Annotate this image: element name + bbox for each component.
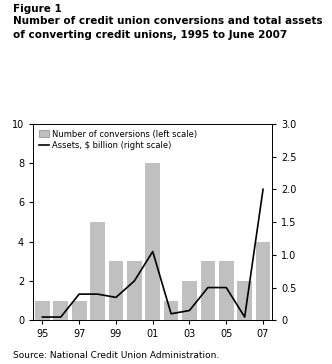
Bar: [219, 261, 234, 320]
Text: of converting credit unions, 1995 to June 2007: of converting credit unions, 1995 to Jun…: [13, 30, 288, 40]
Bar: [182, 281, 197, 320]
Bar: [109, 261, 123, 320]
Bar: [53, 301, 68, 320]
Legend: Number of conversions (left scale), Assets, $ billion (right scale): Number of conversions (left scale), Asse…: [38, 128, 199, 151]
Text: Figure 1: Figure 1: [13, 4, 62, 13]
Bar: [164, 301, 179, 320]
Bar: [90, 222, 105, 320]
Bar: [201, 261, 215, 320]
Bar: [237, 281, 252, 320]
Text: Number of credit union conversions and total assets: Number of credit union conversions and t…: [13, 16, 323, 26]
Bar: [256, 242, 270, 320]
Bar: [35, 301, 50, 320]
Bar: [145, 163, 160, 320]
Bar: [72, 301, 87, 320]
Text: Source: National Credit Union Administration.: Source: National Credit Union Administra…: [13, 351, 219, 360]
Bar: [127, 261, 142, 320]
